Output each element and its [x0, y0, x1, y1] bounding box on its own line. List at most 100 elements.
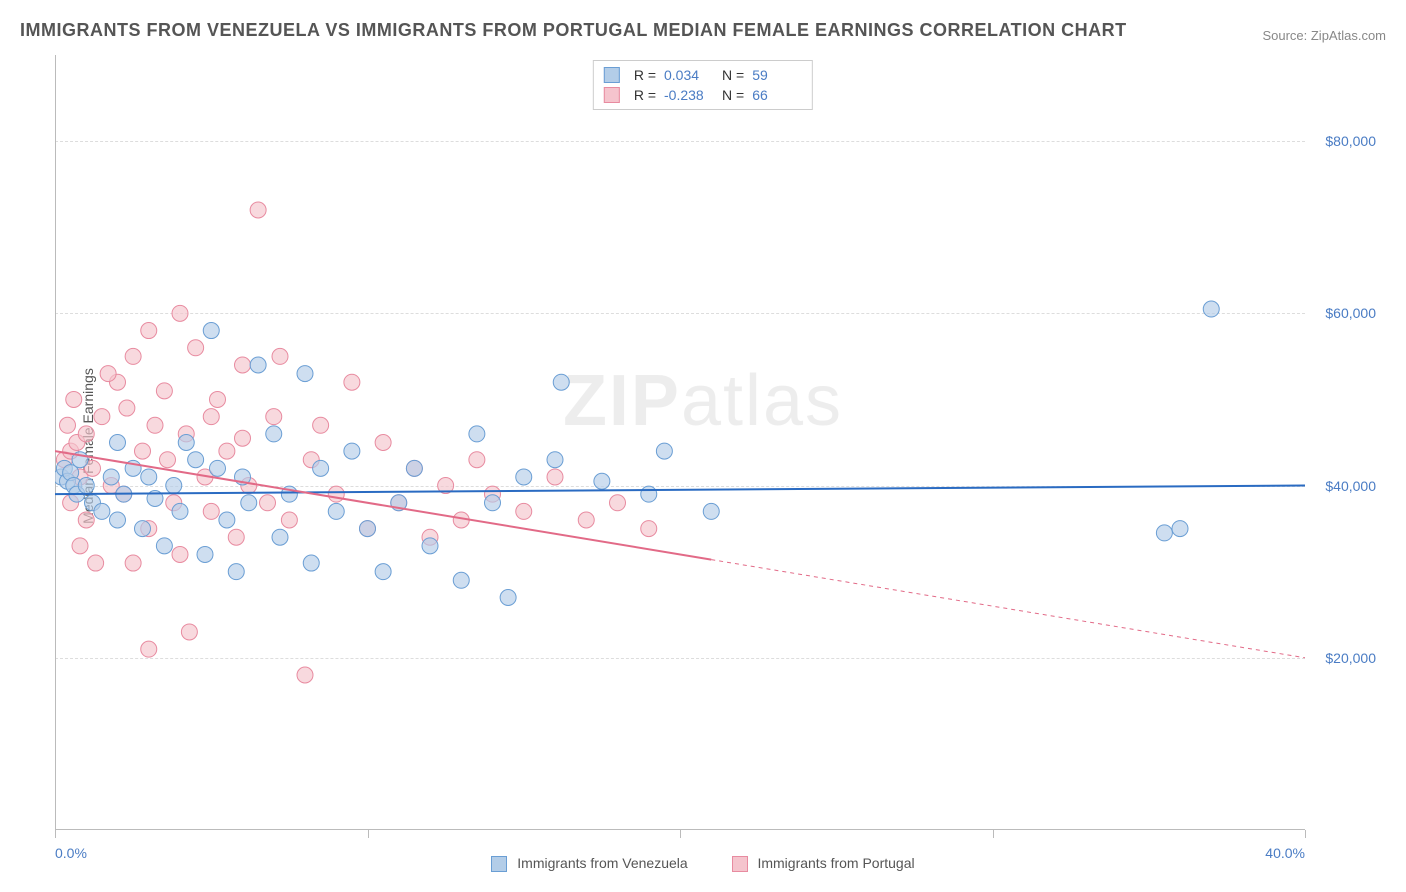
data-point: [203, 503, 219, 519]
data-point: [406, 460, 422, 476]
data-point: [228, 564, 244, 580]
label-r: R =: [634, 67, 656, 83]
legend-item-venezuela: Immigrants from Venezuela: [491, 855, 687, 872]
data-point: [197, 546, 213, 562]
data-point: [547, 469, 563, 485]
data-point: [328, 503, 344, 519]
data-point: [250, 202, 266, 218]
x-tick: [993, 830, 994, 838]
data-point: [156, 538, 172, 554]
x-tick: [1305, 830, 1306, 838]
data-point: [469, 452, 485, 468]
data-point: [110, 435, 126, 451]
data-point: [78, 512, 94, 528]
data-point: [203, 323, 219, 339]
data-point: [469, 426, 485, 442]
data-point: [344, 443, 360, 459]
trend-line-extrapolated: [711, 560, 1305, 658]
data-point: [344, 374, 360, 390]
data-point: [1172, 521, 1188, 537]
label-r: R =: [634, 87, 656, 103]
value-r-venezuela: 0.034: [664, 67, 714, 83]
y-tick-label: $60,000: [1325, 305, 1376, 321]
swatch-venezuela-icon: [491, 856, 507, 872]
data-point: [78, 426, 94, 442]
data-point: [141, 323, 157, 339]
data-point: [100, 366, 116, 382]
data-point: [172, 503, 188, 519]
data-point: [125, 555, 141, 571]
data-point: [94, 409, 110, 425]
data-point: [188, 452, 204, 468]
swatch-portugal-icon: [732, 856, 748, 872]
value-n-venezuela: 59: [752, 67, 802, 83]
data-point: [235, 430, 251, 446]
data-point: [72, 538, 88, 554]
data-point: [281, 512, 297, 528]
data-point: [297, 667, 313, 683]
source-label: Source: ZipAtlas.com: [1262, 28, 1386, 43]
data-point: [141, 469, 157, 485]
data-point: [485, 495, 501, 511]
legend-label-venezuela: Immigrants from Venezuela: [517, 855, 687, 871]
data-point: [241, 495, 257, 511]
data-point: [94, 503, 110, 519]
data-point: [78, 478, 94, 494]
value-r-portugal: -0.238: [664, 87, 714, 103]
data-point: [1156, 525, 1172, 541]
data-point: [516, 503, 532, 519]
data-point: [250, 357, 266, 373]
data-point: [219, 512, 235, 528]
data-point: [547, 452, 563, 468]
correlation-row-portugal: R = -0.238 N = 66: [604, 85, 802, 105]
data-point: [103, 469, 119, 485]
data-point: [188, 340, 204, 356]
data-point: [141, 641, 157, 657]
chart-container: IMMIGRANTS FROM VENEZUELA VS IMMIGRANTS …: [0, 0, 1406, 892]
data-point: [210, 460, 226, 476]
data-point: [178, 435, 194, 451]
data-point: [641, 486, 657, 502]
data-point: [297, 366, 313, 382]
data-point: [260, 495, 276, 511]
data-point: [656, 443, 672, 459]
data-point: [172, 305, 188, 321]
data-point: [210, 391, 226, 407]
data-point: [125, 348, 141, 364]
data-point: [110, 512, 126, 528]
swatch-portugal-icon: [604, 87, 620, 103]
data-point: [135, 521, 151, 537]
label-n: N =: [722, 87, 744, 103]
data-point: [313, 417, 329, 433]
swatch-venezuela-icon: [604, 67, 620, 83]
data-point: [219, 443, 235, 459]
data-point: [266, 409, 282, 425]
data-point: [453, 572, 469, 588]
data-point: [203, 409, 219, 425]
data-point: [266, 426, 282, 442]
y-tick-label: $20,000: [1325, 650, 1376, 666]
scatter-svg: [55, 55, 1305, 830]
data-point: [66, 391, 82, 407]
data-point: [228, 529, 244, 545]
data-point: [272, 529, 288, 545]
data-point: [375, 564, 391, 580]
data-point: [60, 417, 76, 433]
value-n-portugal: 66: [752, 87, 802, 103]
data-point: [166, 478, 182, 494]
data-point: [119, 400, 135, 416]
data-point: [500, 590, 516, 606]
legend-item-portugal: Immigrants from Portugal: [732, 855, 915, 872]
correlation-row-venezuela: R = 0.034 N = 59: [604, 65, 802, 85]
data-point: [160, 452, 176, 468]
data-point: [594, 473, 610, 489]
data-point: [303, 555, 319, 571]
data-point: [313, 460, 329, 476]
y-tick-label: $80,000: [1325, 133, 1376, 149]
legend-label-portugal: Immigrants from Portugal: [757, 855, 914, 871]
data-point: [578, 512, 594, 528]
chart-title: IMMIGRANTS FROM VENEZUELA VS IMMIGRANTS …: [20, 20, 1127, 41]
data-point: [516, 469, 532, 485]
data-point: [156, 383, 172, 399]
data-point: [147, 417, 163, 433]
